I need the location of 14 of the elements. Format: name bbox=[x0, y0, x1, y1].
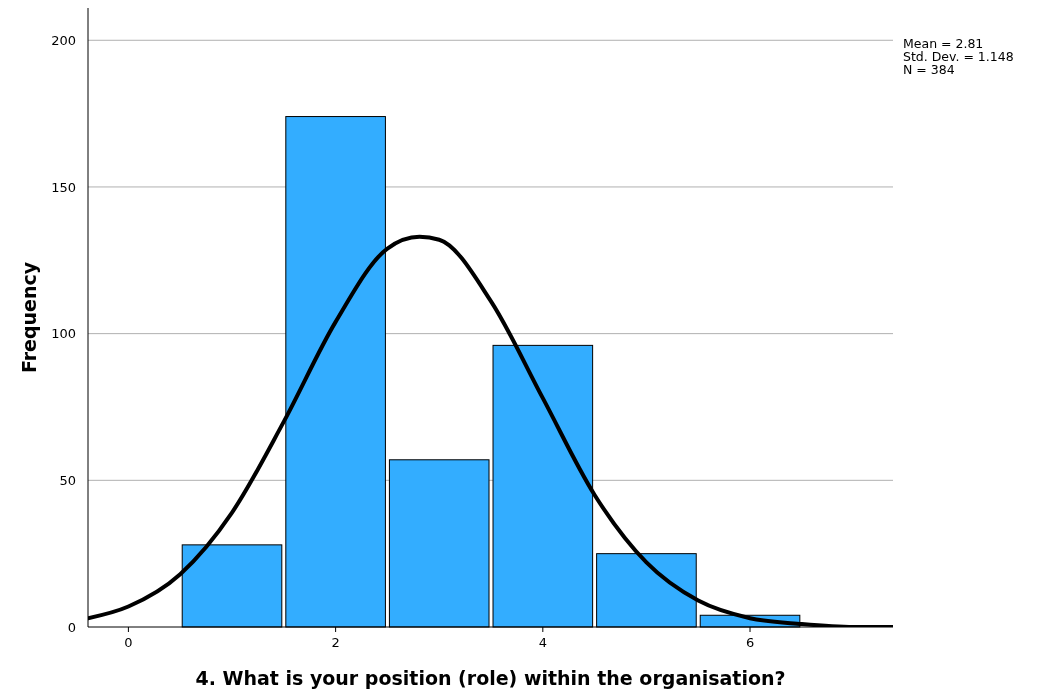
text: Mean = 2.81 bbox=[903, 36, 984, 51]
x-tick-label: 0 bbox=[124, 635, 133, 650]
x-tick-label: 4 bbox=[538, 635, 547, 650]
x-tick-label: 6 bbox=[745, 635, 755, 650]
text: Std. Dev. = 1.148 bbox=[903, 49, 1014, 64]
y-tick-label: 200 bbox=[51, 32, 76, 48]
y-axis-title: Frequency bbox=[18, 261, 40, 374]
y-tick-label: 50 bbox=[59, 472, 76, 488]
y-tick-label: 100 bbox=[51, 326, 76, 342]
x-tick-label: 2 bbox=[331, 635, 340, 650]
text: N = 384 bbox=[903, 62, 955, 77]
x-axis-title: 4. What is your position (role) within the organisation? bbox=[195, 667, 786, 689]
y-tick-label: 0 bbox=[67, 619, 76, 635]
y-tick-label: 150 bbox=[51, 179, 76, 195]
